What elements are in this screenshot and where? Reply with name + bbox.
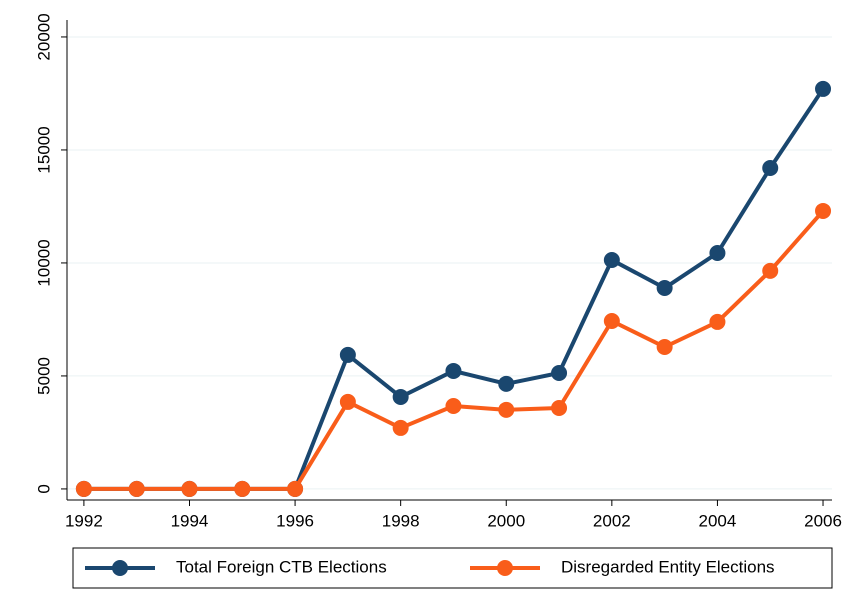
legend-label: Total Foreign CTB Elections [176,557,387,576]
y-tick-label: 0 [34,484,53,493]
marker [762,262,779,279]
marker [339,346,356,363]
marker [762,160,779,177]
marker [603,313,620,330]
marker [392,388,409,405]
marker [75,480,92,497]
marker [709,313,726,330]
y-tick-label: 5000 [34,357,53,395]
marker [551,364,568,381]
marker [128,480,145,497]
marker [551,400,568,417]
x-tick-label: 1994 [171,511,209,530]
marker [656,280,673,297]
x-tick-label: 2004 [699,511,737,530]
marker [709,244,726,261]
marker [181,480,198,497]
x-tick-label: 2002 [593,511,631,530]
x-tick-label: 2000 [487,511,525,530]
y-tick-label: 15000 [34,126,53,173]
x-tick-label: 2006 [804,511,842,530]
legend-marker [112,560,128,576]
marker [287,480,304,497]
marker [339,393,356,410]
line [83,87,825,491]
marker [815,202,832,219]
x-tick-label: 1996 [276,511,314,530]
legend-label: Disregarded Entity Elections [561,557,775,576]
marker [498,401,515,418]
legend-marker [497,560,513,576]
y-tick-label: 10000 [34,239,53,286]
marker [445,362,462,379]
y-tick-label: 20000 [34,13,53,60]
marker [603,252,620,268]
marker [656,339,673,356]
x-tick-label: 1998 [382,511,420,530]
marker [234,480,251,497]
marker [392,419,409,436]
legend-box [72,547,833,589]
marker [445,397,462,414]
marker [498,375,515,392]
x-tick-label: 1992 [65,511,103,530]
marker [815,80,832,97]
